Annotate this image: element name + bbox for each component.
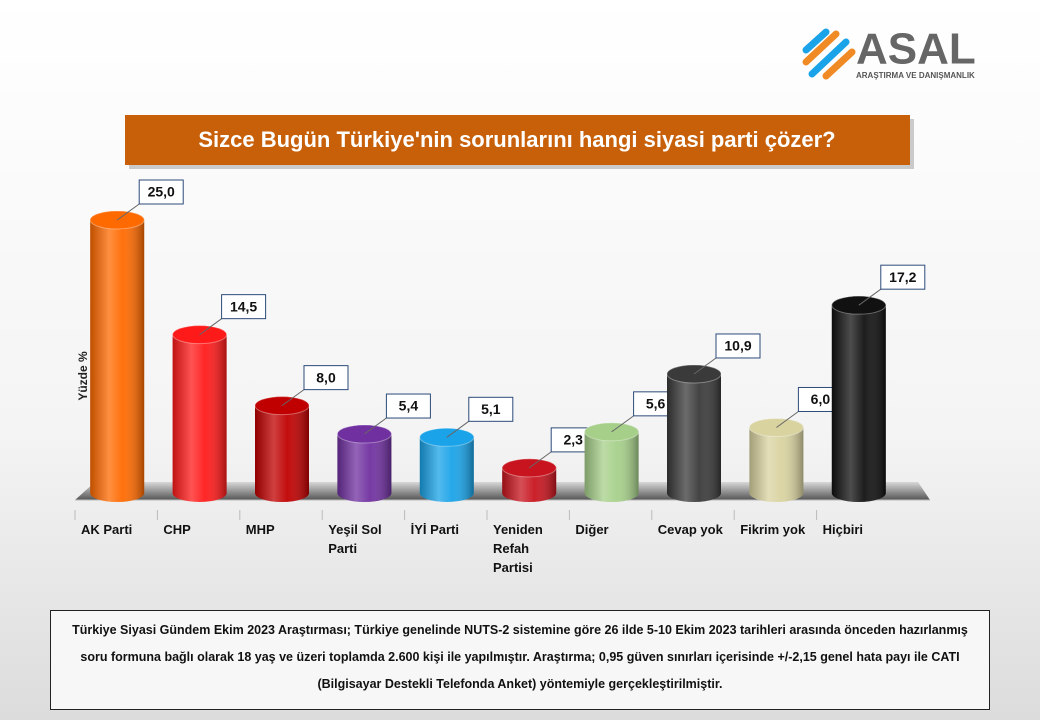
x-tick-label: Diğer — [575, 522, 609, 537]
leader-line — [364, 417, 387, 435]
value-label-box — [880, 264, 926, 290]
logo-subtitle: ARAŞTIRMA VE DANIŞMANLIK — [856, 71, 975, 80]
leader-line — [858, 288, 882, 306]
x-tick-label: Yeşil Sol Parti — [328, 522, 382, 556]
value-label: 5,1 — [481, 401, 501, 417]
bar-shade — [90, 211, 145, 502]
leader-line — [281, 389, 305, 407]
footnote: Türkiye Siyasi Gündem Ekim 2023 Araştırm… — [50, 610, 990, 710]
chart-title: Sizce Bugün Türkiye'nin sorunlarını hang… — [198, 127, 835, 152]
value-label: 5,6 — [646, 396, 666, 412]
value-label: 5,4 — [399, 398, 419, 414]
value-label-box — [221, 294, 267, 320]
logo-icon — [802, 28, 856, 80]
leader-line — [116, 203, 140, 221]
leader-line — [528, 451, 552, 469]
value-label-box — [303, 365, 349, 391]
x-tick-label: CHP — [163, 522, 191, 537]
bar-shade — [584, 422, 639, 502]
x-tick-label: AK Parti — [81, 522, 133, 537]
value-label: 25,0 — [148, 184, 175, 200]
value-label: 10,9 — [724, 338, 751, 354]
leader-line — [611, 415, 634, 433]
title-banner — [125, 115, 910, 165]
x-tick-label: İYİ Parti — [410, 522, 460, 537]
value-label-box — [468, 396, 514, 422]
y-axis-label: Yüzde % — [76, 351, 90, 401]
bar-shade — [255, 396, 309, 502]
bar-shade — [749, 418, 804, 502]
x-tick-label: Fikrim yok — [740, 522, 806, 537]
x-tick-label: Yeniden Refah Partisi — [493, 522, 543, 575]
logo-name: ASAL — [856, 25, 976, 74]
value-label: 6,0 — [811, 391, 831, 407]
leader-line — [199, 318, 222, 336]
x-tick-label: Cevap yok — [657, 522, 723, 537]
leader-line — [446, 420, 470, 438]
bar-shade — [831, 296, 886, 502]
value-label-box — [385, 393, 431, 419]
value-label: 14,5 — [230, 298, 257, 314]
x-tick-label: MHP — [245, 522, 275, 537]
leader-line — [693, 357, 717, 375]
leader-line — [776, 411, 799, 428]
value-label-box — [138, 179, 184, 205]
bar-shade — [337, 425, 392, 502]
bar-shade — [419, 428, 474, 502]
value-label-box — [715, 333, 761, 359]
value-label: 2,3 — [563, 432, 583, 448]
bar-shade — [172, 325, 227, 502]
x-tick-label: Hiçbiri — [822, 522, 864, 537]
bar-shade — [667, 364, 721, 502]
value-label: 8,0 — [316, 369, 336, 385]
value-label: 17,2 — [889, 269, 916, 285]
